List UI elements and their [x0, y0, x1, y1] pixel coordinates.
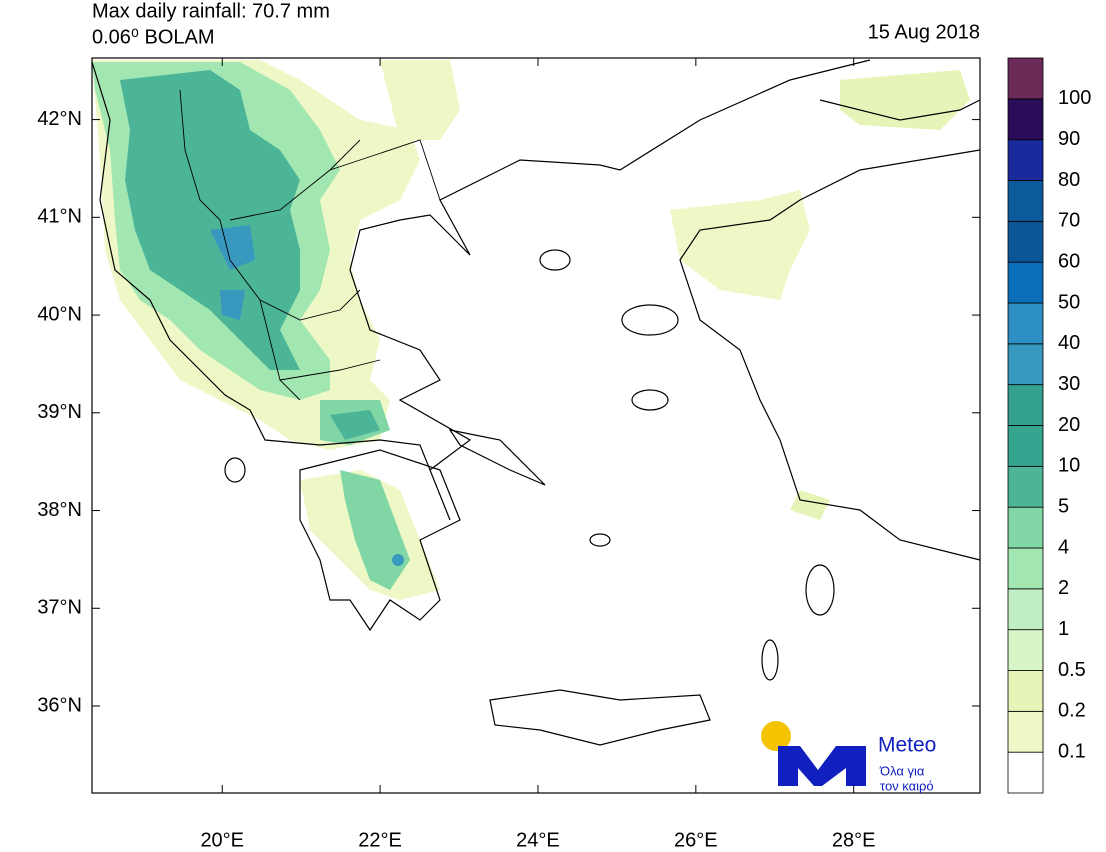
- date: 15 Aug 2018: [868, 21, 980, 43]
- colorbar-label: 80: [1058, 169, 1080, 191]
- colorbar-label: 100: [1058, 87, 1091, 109]
- x-tick-label: 28°E: [832, 829, 876, 851]
- y-tick-label: 39°N: [37, 401, 82, 423]
- y-tick-label: 38°N: [37, 499, 82, 521]
- colorbar-label: 10: [1058, 455, 1080, 477]
- logo-sun: [761, 721, 791, 751]
- colorbar-label: 90: [1058, 128, 1080, 150]
- colorbar-label: 40: [1058, 332, 1080, 354]
- colorbar-label: 50: [1058, 291, 1080, 313]
- logo-slogan: τον καιρό: [880, 778, 934, 793]
- y-tick-label: 36°N: [37, 694, 82, 716]
- colorbar-box: [1007, 180, 1044, 222]
- x-tick-label: 22°E: [358, 829, 402, 851]
- colorbar-label: 70: [1058, 210, 1080, 232]
- colorbar-box: [1007, 629, 1044, 671]
- y-tick-label: 40°N: [37, 303, 82, 325]
- rainfall: [92, 60, 970, 600]
- map-frame: [91, 57, 981, 794]
- colorbar-label: 30: [1058, 373, 1080, 395]
- colorbar-box: [1007, 465, 1044, 508]
- colorbar-box: [1007, 57, 1044, 100]
- colorbar-label: 1: [1058, 618, 1069, 640]
- colorbar-label: 20: [1058, 414, 1080, 436]
- colorbar-box: [1007, 751, 1044, 794]
- colorbar-box: [1007, 302, 1044, 345]
- colorbar-box: [1007, 670, 1044, 712]
- colorbar-box: [1007, 98, 1044, 141]
- logo-mark: [778, 746, 866, 786]
- logo-name: Meteo: [878, 734, 936, 757]
- colorbar-label: 2: [1058, 577, 1069, 599]
- colorbar-label: 60: [1058, 250, 1080, 272]
- colorbar-box: [1007, 261, 1044, 304]
- y-tick-label: 42°N: [37, 108, 82, 130]
- colorbar-label: 5: [1058, 495, 1069, 517]
- colorbar-label: 0.2: [1058, 700, 1086, 722]
- y-tick-label: 37°N: [37, 597, 82, 619]
- logo-slogan: Όλα για: [879, 763, 925, 778]
- colorbar-label: 0.1: [1058, 740, 1086, 762]
- colorbar-box: [1007, 710, 1044, 753]
- colorbar-box: [1007, 547, 1044, 590]
- colorbar-box: [1007, 588, 1044, 631]
- colorbar-box: [1007, 343, 1044, 386]
- y-tick-label: 41°N: [37, 206, 82, 228]
- coastline: [91, 59, 981, 746]
- colorbar-box: [1007, 384, 1044, 426]
- colorbar-label: 4: [1058, 536, 1069, 558]
- colorbar-box: [1007, 425, 1044, 467]
- title: Max daily rainfall: 70.7 mm: [92, 0, 330, 22]
- colorbar-box: [1007, 220, 1044, 263]
- x-tick-label: 26°E: [674, 829, 718, 851]
- colorbar-box: [1007, 506, 1044, 549]
- colorbar-box: [1007, 139, 1044, 181]
- colorbar-label: 0.5: [1058, 659, 1086, 681]
- logo: Meteo Όλα για τον καιρό: [761, 721, 936, 793]
- x-tick-label: 20°E: [200, 829, 244, 851]
- subtitle: 0.06⁰ BOLAM: [92, 26, 215, 48]
- x-tick-label: 24°E: [516, 829, 560, 851]
